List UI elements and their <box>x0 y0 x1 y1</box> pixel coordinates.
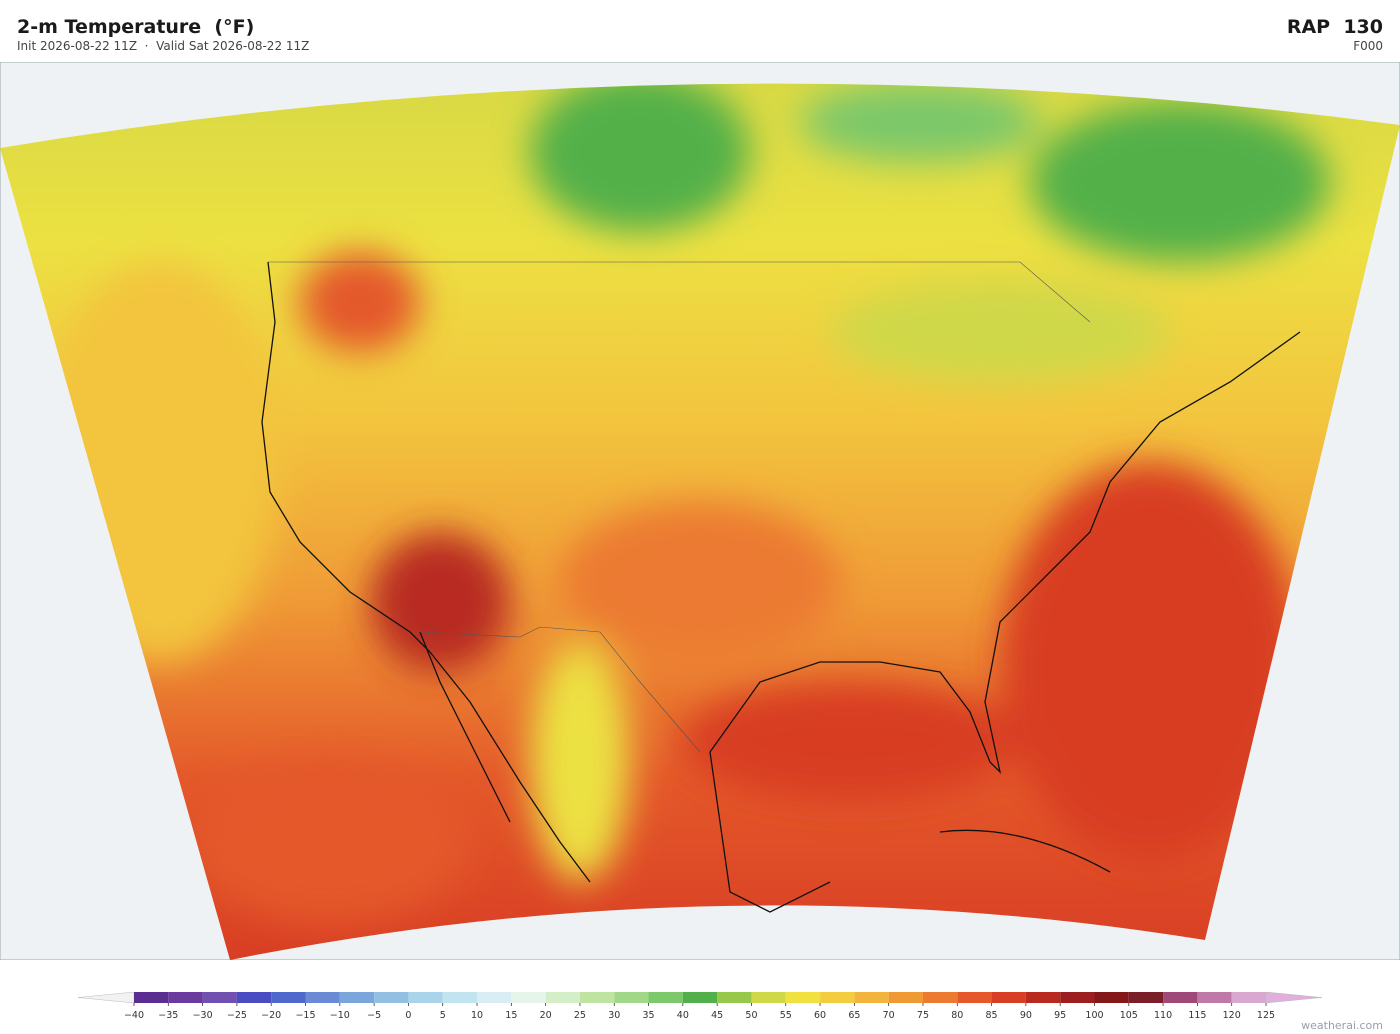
colorbar-segment <box>339 992 375 1003</box>
colorbar-tick-label: 60 <box>814 1010 826 1021</box>
colorbar-tick-label: −30 <box>193 1010 213 1021</box>
title: 2-m Temperature (°F) <box>17 16 255 38</box>
colorbar-tick-label: 20 <box>540 1010 552 1021</box>
colorbar-tick-label: 65 <box>848 1010 860 1021</box>
colorbar-segment <box>751 992 786 1003</box>
colorbar-tick-label: 125 <box>1257 1010 1275 1021</box>
colorbar-tick-label: 70 <box>883 1010 895 1021</box>
model-name: RAP 130 <box>1286 16 1383 38</box>
colorbar-segment <box>785 992 821 1003</box>
colorbar-segment <box>579 992 615 1003</box>
colorbar-segment <box>408 992 443 1003</box>
colorbar-tick-label: 120 <box>1223 1010 1241 1021</box>
colorbar-tick-label: 55 <box>780 1010 792 1021</box>
colorbar-segment <box>1163 992 1198 1003</box>
colorbar-tick-label: −5 <box>367 1010 381 1021</box>
colorbar-under <box>77 991 135 1004</box>
colorbar-segment <box>1060 992 1095 1003</box>
colorbar-tick-label: 75 <box>917 1010 929 1021</box>
colorbar-segment <box>888 992 923 1003</box>
colorbar-tick-label: 10 <box>471 1010 483 1021</box>
watermark: weatherai.com <box>1301 1019 1383 1032</box>
colorbar-segment <box>1025 992 1061 1003</box>
colorbar-segment <box>442 992 478 1003</box>
borders <box>268 261 1091 753</box>
coastlines <box>261 261 1301 913</box>
colorbar-tick-label: 25 <box>574 1010 586 1021</box>
colorbar-tick-label: 30 <box>608 1010 620 1021</box>
colorbar-segment <box>1231 992 1266 1003</box>
colorbar-segment <box>305 992 340 1003</box>
colorbar-segment <box>1128 992 1164 1003</box>
colorbar-tick-label: −25 <box>227 1010 247 1021</box>
colorbar-segment <box>477 992 512 1003</box>
colorbar-tick-label: −35 <box>158 1010 178 1021</box>
colorbar-over <box>1265 991 1323 1004</box>
colorbar-tick-label: 90 <box>1020 1010 1032 1021</box>
colorbar-segment <box>614 992 649 1003</box>
colorbar-tick-label: 40 <box>677 1010 689 1021</box>
colorbar-segment <box>374 992 409 1003</box>
colorbar-segment <box>202 992 237 1003</box>
colorbar: −40 −35 −30 −25 −20 −15 −10 −5 0 5 10 15 20 25 30 35 40 4… <box>77 991 1323 1021</box>
colorbar-tick-label: 45 <box>711 1010 723 1021</box>
colorbar-segment <box>1094 992 1129 1003</box>
colorbar-tick-label: −40 <box>124 1010 144 1021</box>
colorbar-segment <box>236 992 272 1003</box>
colorbar-segment <box>545 992 580 1003</box>
colorbar-tick-label: 85 <box>986 1010 998 1021</box>
colorbar-tick-label: 105 <box>1120 1010 1138 1021</box>
colorbar-tick-label: 5 <box>440 1010 446 1021</box>
colorbar-tick-label: −20 <box>261 1010 281 1021</box>
forecast-hour: F000 <box>1353 39 1383 53</box>
colorbar-tick-label: −10 <box>330 1010 350 1021</box>
colorbar-segment <box>922 992 958 1003</box>
colorbar-tick-label: 0 <box>405 1010 411 1021</box>
colorbar-segment <box>991 992 1026 1003</box>
colorbar-segment <box>1197 992 1232 1003</box>
temperature-field <box>0 83 1400 960</box>
colorbar-segment <box>271 992 306 1003</box>
colorbar-segment <box>648 992 683 1003</box>
colorbar-tick-label: −15 <box>295 1010 315 1021</box>
colorbar-tick-label: 115 <box>1188 1010 1206 1021</box>
colorbar-tick-label: 100 <box>1085 1010 1103 1021</box>
colorbar-segment <box>717 992 752 1003</box>
colorbar-tick-label: 80 <box>951 1010 963 1021</box>
subtitle: Init 2026-08-22 11Z · Valid Sat 2026-08-… <box>17 39 310 53</box>
colorbar-segment <box>820 992 855 1003</box>
colorbar-tick-label: 50 <box>745 1010 757 1021</box>
colorbar-segment <box>511 992 546 1003</box>
colorbar-tick-label: 95 <box>1054 1010 1066 1021</box>
colorbar-segment <box>854 992 889 1003</box>
colorbar-tick-label: 15 <box>505 1010 517 1021</box>
colorbar-segment <box>957 992 992 1003</box>
colorbar-segment <box>682 992 718 1003</box>
colorbar-tick-label: 110 <box>1154 1010 1172 1021</box>
map <box>0 62 1400 960</box>
colorbar-tick-label: 35 <box>642 1010 654 1021</box>
colorbar-segment <box>134 992 169 1003</box>
colorbar-segment <box>168 992 203 1003</box>
